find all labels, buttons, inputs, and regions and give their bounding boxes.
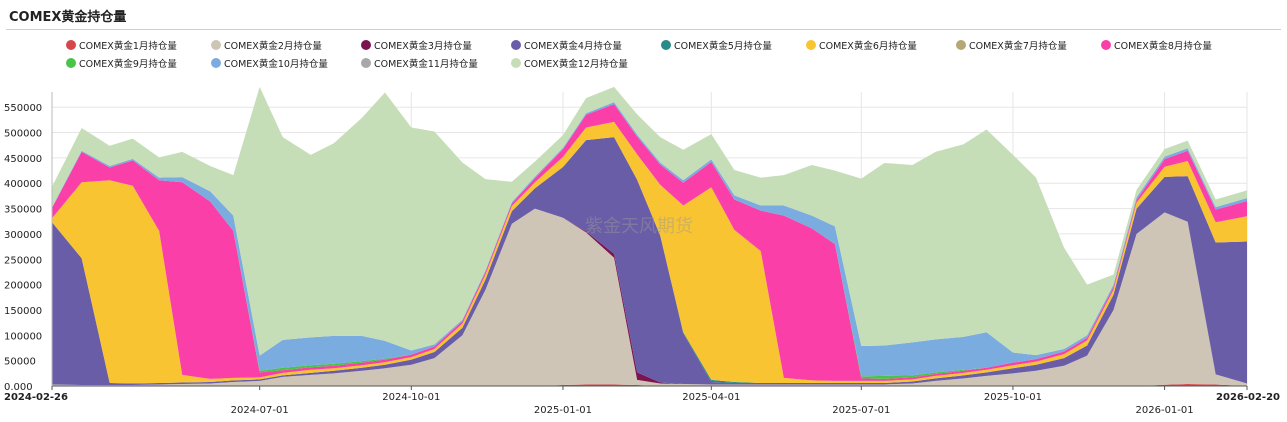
x-tick-label: 2025-10-01 (984, 392, 1042, 403)
legend-label: COMEX黄金12月持仓量 (524, 59, 628, 70)
y-tick-label: 100000 (4, 331, 42, 342)
legend-item[interactable]: COMEX黄金7月持仓量 (956, 37, 1067, 53)
legend-label: COMEX黄金10月持仓量 (224, 59, 328, 70)
area-series (52, 137, 1247, 385)
y-tick-label: 400000 (4, 179, 42, 190)
legend-swatch (66, 58, 76, 68)
legend-item[interactable]: COMEX黄金9月持仓量 (66, 55, 177, 71)
legend-item[interactable]: COMEX黄金12月持仓量 (511, 55, 628, 71)
x-tick-label: 2024-07-01 (231, 405, 289, 416)
legend-swatch (806, 40, 816, 50)
legend-swatch (511, 40, 521, 50)
legend-label: COMEX黄金3月持仓量 (374, 41, 472, 52)
legend-label: COMEX黄金6月持仓量 (819, 41, 917, 52)
x-tick-label: 2024-02-26 (4, 392, 68, 403)
legend-item[interactable]: COMEX黄金10月持仓量 (211, 55, 328, 71)
watermark: 紫金天风期货 (585, 216, 693, 237)
area-series (52, 104, 1247, 381)
y-tick-label: 250000 (4, 255, 42, 266)
legend-item[interactable]: COMEX黄金5月持仓量 (661, 37, 772, 53)
legend-swatch (211, 40, 221, 50)
legend-swatch (361, 40, 371, 50)
y-tick-label: 500000 (4, 129, 42, 140)
y-tick-label: 550000 (4, 103, 42, 114)
x-tick-label: 2025-04-01 (682, 392, 740, 403)
legend-swatch (361, 58, 371, 68)
chart-title: COMEX黄金持仓量 (9, 10, 127, 25)
x-tick-label: 2025-01-01 (534, 405, 592, 416)
legend-label: COMEX黄金2月持仓量 (224, 41, 322, 52)
legend-swatch (66, 40, 76, 50)
y-tick-label: 50000 (4, 357, 36, 368)
legend-swatch (1101, 40, 1111, 50)
legend-label: COMEX黄金4月持仓量 (524, 41, 622, 52)
legend-item[interactable]: COMEX黄金8月持仓量 (1101, 37, 1212, 53)
area-series (52, 121, 1247, 384)
legend-label: COMEX黄金7月持仓量 (969, 41, 1067, 52)
legend-swatch (511, 58, 521, 68)
x-tick-label: 2026-01-01 (1136, 405, 1194, 416)
legend-item[interactable]: COMEX黄金2月持仓量 (211, 37, 322, 53)
area-series (52, 208, 1247, 386)
title-divider (6, 29, 1281, 30)
legend-item[interactable]: COMEX黄金1月持仓量 (66, 37, 177, 53)
y-tick-label: 450000 (4, 154, 42, 165)
y-tick-label: 300000 (4, 230, 42, 241)
legend-label: COMEX黄金9月持仓量 (79, 59, 177, 70)
legend-swatch (661, 40, 671, 50)
y-tick-label: 200000 (4, 281, 42, 292)
legend-label: COMEX黄金5月持仓量 (674, 41, 772, 52)
x-tick-label: 2025-07-01 (832, 405, 890, 416)
legend-label: COMEX黄金1月持仓量 (79, 41, 177, 52)
legend-item[interactable]: COMEX黄金4月持仓量 (511, 37, 622, 53)
legend-swatch (211, 58, 221, 68)
area-series (52, 86, 1247, 356)
legend-swatch (956, 40, 966, 50)
x-tick-label: 2026-02-20 (1216, 392, 1280, 403)
y-tick-label: 150000 (4, 306, 42, 317)
legend-item[interactable]: COMEX黄金6月持仓量 (806, 37, 917, 53)
legend-label: COMEX黄金8月持仓量 (1114, 41, 1212, 52)
legend-label: COMEX黄金11月持仓量 (374, 59, 478, 70)
y-tick-label: 0.000 (4, 382, 33, 393)
x-tick-label: 2024-10-01 (382, 392, 440, 403)
legend-item[interactable]: COMEX黄金11月持仓量 (361, 55, 478, 71)
legend-item[interactable]: COMEX黄金3月持仓量 (361, 37, 472, 53)
y-tick-label: 350000 (4, 205, 42, 216)
